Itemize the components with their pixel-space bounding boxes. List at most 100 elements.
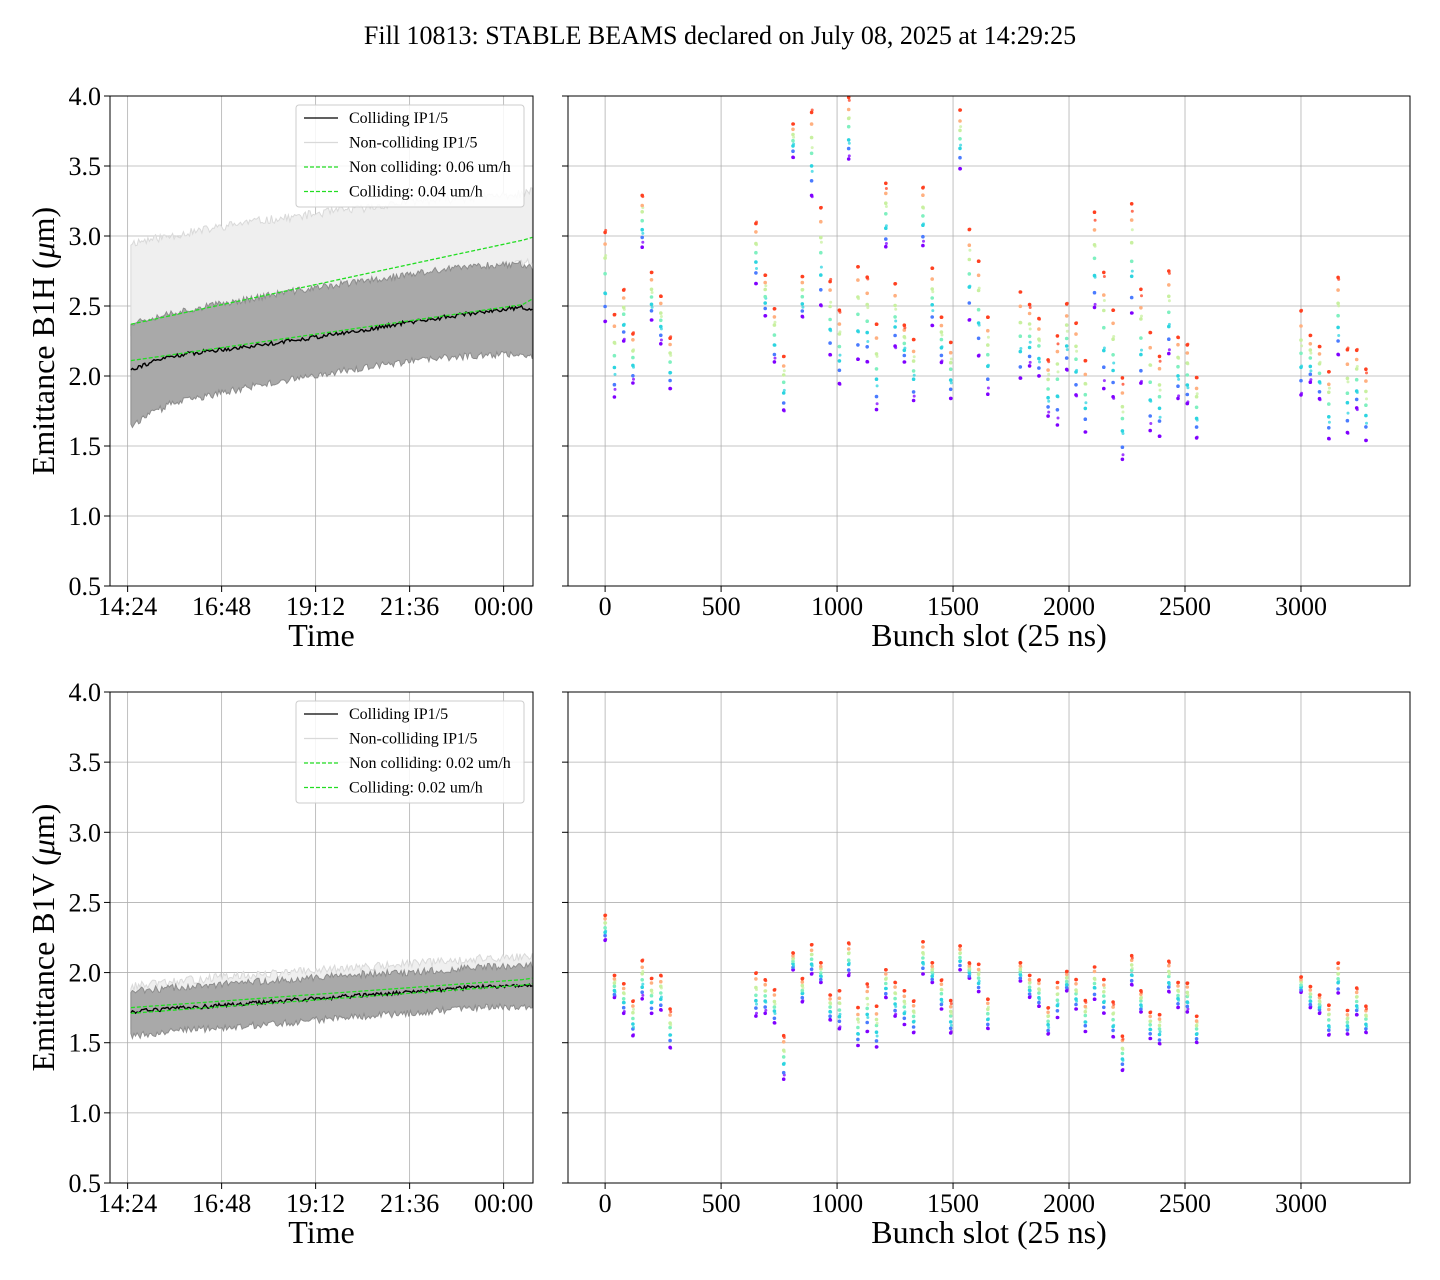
- scatter-point: [837, 996, 842, 1000]
- scatter-point: [874, 352, 879, 356]
- scatter-point: [1157, 419, 1162, 423]
- scatter-point: [1120, 445, 1125, 450]
- scatter-point: [1120, 1034, 1125, 1038]
- scatter-point: [819, 980, 823, 984]
- scatter-point: [893, 333, 897, 338]
- scatter-point: [1364, 367, 1368, 372]
- scatter-point: [1345, 391, 1350, 396]
- scatter-point: [847, 141, 851, 145]
- scatter-point: [986, 352, 990, 357]
- scatter-point: [1176, 1002, 1180, 1006]
- scatter-point: [782, 1050, 786, 1054]
- scatter-point: [1027, 311, 1032, 316]
- scatter-point: [1018, 976, 1023, 980]
- scatter-point: [986, 392, 990, 397]
- scatter-point: [930, 970, 934, 975]
- scatter-point: [1129, 978, 1134, 983]
- y-tick-label: 4.0: [69, 82, 102, 111]
- scatter-point: [959, 125, 963, 129]
- scatter-point: [911, 398, 916, 403]
- scatter-point: [819, 975, 823, 979]
- scatter-point: [968, 318, 972, 321]
- scatter-point: [810, 195, 814, 199]
- scatter-point: [1177, 336, 1181, 340]
- scatter-point: [837, 1019, 842, 1024]
- scatter-point: [893, 1002, 897, 1006]
- scatter-point: [1055, 349, 1060, 354]
- scatter-point: [922, 206, 925, 210]
- scatter-point: [1299, 324, 1303, 328]
- scatter-point: [1047, 1006, 1051, 1010]
- scatter-point: [865, 330, 869, 335]
- scatter-point: [986, 343, 990, 347]
- scatter-point: [1129, 295, 1134, 300]
- scatter-point: [949, 381, 953, 385]
- scatter-point: [940, 333, 944, 337]
- scatter-point: [1354, 990, 1359, 995]
- scatter-point: [1148, 345, 1152, 350]
- scatter-point: [847, 98, 851, 102]
- scatter-point: [1327, 370, 1331, 374]
- scatter-point: [650, 991, 654, 995]
- scatter-point: [921, 193, 925, 197]
- scatter-point: [884, 968, 888, 972]
- scatter-point: [1185, 990, 1190, 995]
- scatter-point: [1194, 1037, 1199, 1041]
- scatter-point: [1139, 336, 1143, 340]
- scatter-point: [903, 1023, 907, 1026]
- scatter-point: [1092, 305, 1097, 310]
- scatter-point: [754, 230, 758, 234]
- scatter-point: [1083, 1013, 1088, 1018]
- scatter-point: [874, 336, 879, 340]
- scatter-point: [791, 132, 795, 137]
- plot-area-b1v-bunch: [603, 913, 1368, 1081]
- scatter-point: [1129, 274, 1134, 279]
- scatter-point: [781, 1055, 786, 1059]
- scatter-point: [1167, 990, 1171, 994]
- scatter-point: [911, 349, 916, 354]
- scatter-point: [1140, 990, 1143, 994]
- scatter-point: [959, 959, 963, 963]
- scatter-point: [1047, 372, 1051, 376]
- scatter-point: [1139, 287, 1143, 292]
- scatter-point: [1345, 418, 1350, 423]
- scatter-point: [893, 303, 897, 308]
- scatter-point: [659, 315, 663, 318]
- scatter-point: [782, 369, 786, 373]
- x-axis-label: Bunch slot (25 ns): [871, 1214, 1107, 1250]
- scatter-point: [659, 974, 663, 978]
- scatter-point: [884, 205, 888, 208]
- scatter-point: [1309, 999, 1313, 1003]
- scatter-point: [986, 363, 990, 367]
- scatter-point: [1018, 334, 1023, 339]
- scatter-point: [986, 1005, 990, 1009]
- scatter-point: [669, 371, 673, 375]
- scatter-point: [930, 287, 934, 291]
- x-tick-label: 19:12: [286, 1189, 345, 1218]
- scatter-point: [622, 322, 626, 326]
- scatter-point: [1167, 972, 1171, 976]
- scatter-point: [640, 985, 644, 989]
- scatter-point: [1149, 1028, 1153, 1032]
- scatter-point: [1084, 1020, 1088, 1024]
- scatter-point: [1157, 354, 1162, 359]
- scatter-point: [911, 377, 916, 382]
- scatter-point: [911, 390, 916, 394]
- scatter-point: [1129, 218, 1134, 222]
- scatter-point: [659, 1008, 663, 1012]
- scatter-point: [902, 341, 907, 346]
- scatter-point: [800, 980, 805, 984]
- scatter-point: [875, 354, 879, 358]
- scatter-point: [1300, 344, 1304, 348]
- scatter-point: [603, 242, 607, 246]
- scatter-point: [1327, 1026, 1331, 1029]
- scatter-point: [1337, 304, 1341, 308]
- scatter-point: [959, 167, 963, 171]
- scatter-point: [1345, 362, 1350, 367]
- scatter-point: [958, 128, 962, 133]
- scatter-point: [1120, 457, 1125, 462]
- colliding-line: [130, 982, 533, 1015]
- scatter-point: [1112, 396, 1116, 400]
- scatter-point: [1130, 209, 1134, 213]
- scatter-point: [755, 220, 758, 224]
